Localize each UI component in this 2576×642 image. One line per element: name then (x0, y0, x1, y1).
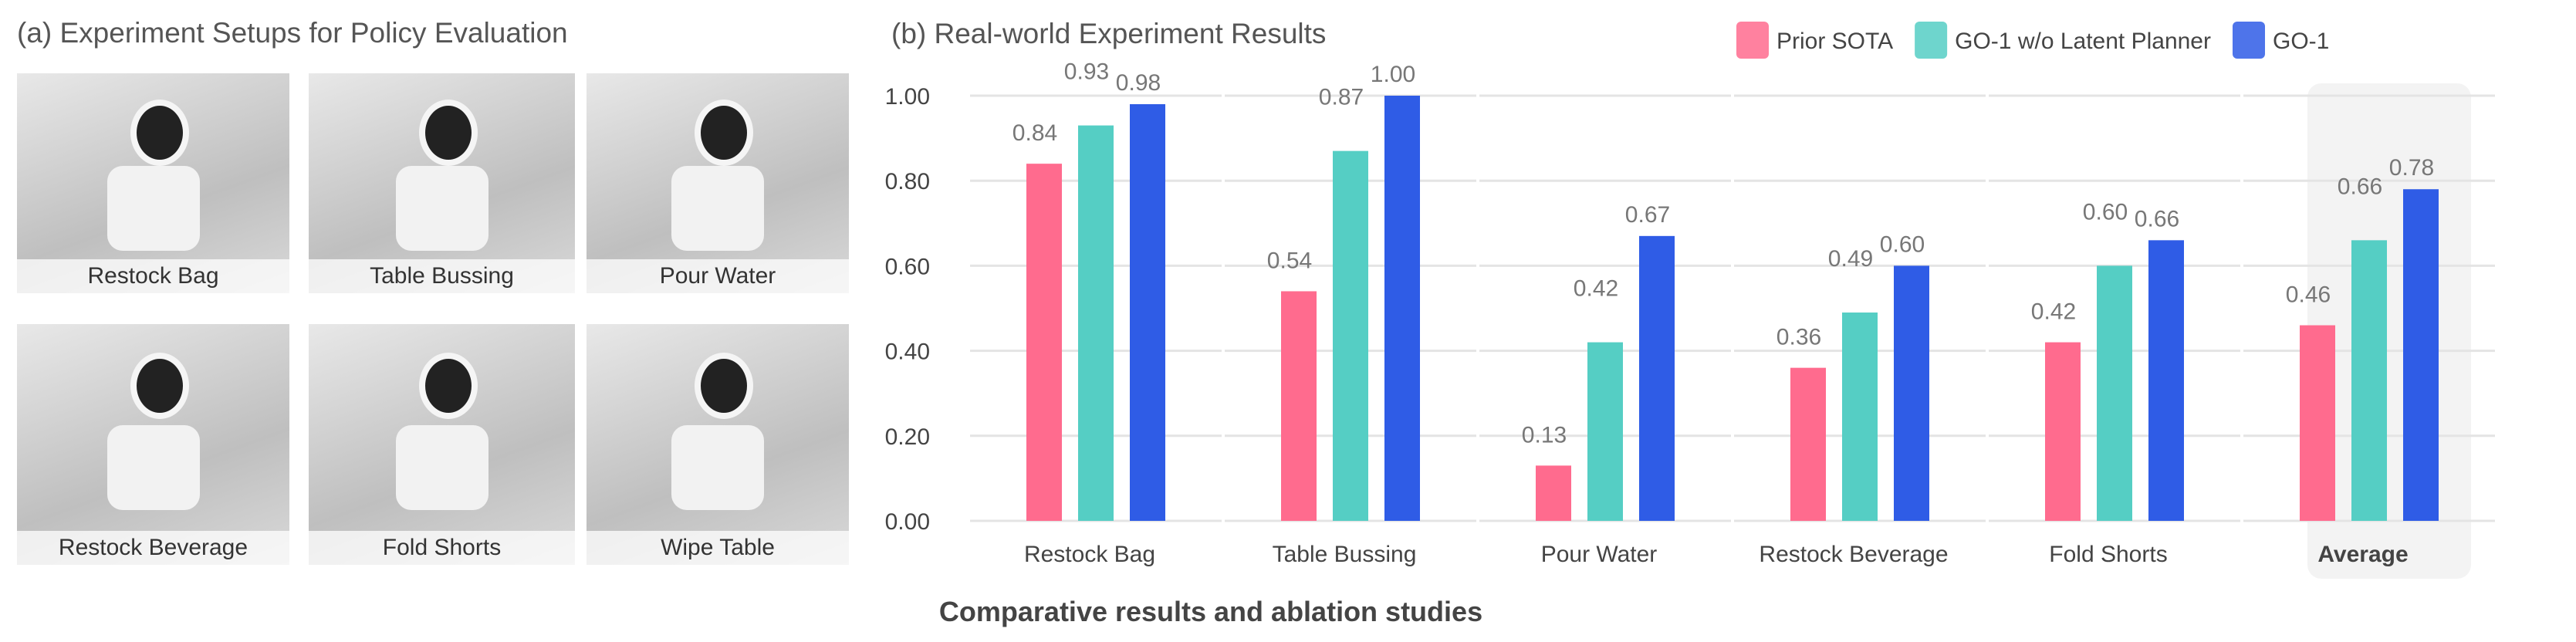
bar (1842, 313, 1878, 521)
legend-swatch (1736, 22, 1769, 59)
data-label: 0.84 (1012, 120, 1057, 146)
robot-body-image (395, 165, 488, 251)
setup-image: Fold Shorts (309, 324, 575, 565)
setup-image: Wipe Table (587, 324, 849, 565)
robot-head-image (418, 353, 478, 420)
data-label: 0.93 (1064, 59, 1109, 85)
bar (1639, 235, 1675, 521)
left-panel-title: (a) Experiment Setups for Policy Evaluat… (17, 17, 568, 49)
y-tick-label: 0.40 (885, 340, 930, 365)
data-label: 0.67 (1625, 202, 1670, 228)
data-label: 0.13 (1522, 422, 1567, 448)
data-label: 0.60 (2083, 199, 2128, 225)
legend-label: GO-1 (2273, 29, 2329, 54)
robot-body-image (671, 165, 764, 251)
x-tick-label: Pour Water (1541, 542, 1658, 567)
data-label: 0.66 (2338, 174, 2382, 199)
setup-image: Restock Bag (17, 73, 289, 293)
bar (1790, 367, 1826, 521)
bar (2351, 240, 2387, 521)
robot-body-image (106, 165, 200, 251)
data-label: 0.42 (1574, 276, 1618, 302)
y-tick-label: 0.20 (885, 424, 930, 450)
x-tick-label: Fold Shorts (2049, 542, 2167, 567)
setup-image-label: Restock Bag (17, 259, 289, 293)
data-label: 0.36 (1776, 325, 1821, 350)
bar (1536, 465, 1571, 521)
bar (1384, 96, 1420, 521)
y-tick-label: 0.80 (885, 169, 930, 194)
y-tick-label: 1.00 (885, 84, 930, 110)
bar (1026, 164, 1062, 521)
chart-title: (b) Real-world Experiment Results (891, 18, 1326, 49)
bar (2097, 265, 2132, 521)
bar (2148, 240, 2184, 521)
data-label: 0.46 (2286, 282, 2331, 308)
figure-caption: Comparative results and ablation studies (0, 596, 2576, 628)
robot-head-image (130, 353, 189, 420)
y-tick-label: 0.00 (885, 509, 930, 535)
data-label: 0.78 (2389, 155, 2434, 181)
legend-swatch (2233, 22, 2265, 59)
data-label: 0.49 (1828, 246, 1873, 272)
bar (1587, 342, 1623, 521)
data-label: 0.66 (2135, 206, 2179, 231)
bar (2300, 325, 2335, 521)
setup-image-label: Restock Beverage (17, 531, 289, 565)
bar (1894, 265, 1929, 521)
bar (2045, 342, 2081, 521)
setup-image-label: Pour Water (587, 259, 849, 293)
x-tick-label: Average (2317, 542, 2408, 567)
legend-swatch (1915, 22, 1948, 59)
data-label: 0.87 (1319, 85, 1364, 110)
bar (1281, 291, 1317, 521)
data-label: 1.00 (1371, 62, 1415, 87)
data-label: 0.54 (1267, 248, 1312, 273)
x-tick-label: Restock Beverage (1759, 542, 1948, 567)
robot-head-image (130, 100, 189, 167)
bar (1333, 150, 1368, 521)
setup-image: Table Bussing (309, 73, 575, 293)
bar (1130, 104, 1165, 521)
legend-label: Prior SOTA (1776, 29, 1893, 54)
setup-image-label: Fold Shorts (309, 531, 575, 565)
robot-head-image (418, 100, 478, 167)
robot-body-image (395, 425, 488, 511)
setup-image: Restock Beverage (17, 324, 289, 565)
caption-text: Comparative results and ablation studies (938, 596, 1483, 627)
robot-body-image (671, 425, 764, 511)
setup-image: Pour Water (587, 73, 849, 293)
data-label: 0.60 (1880, 231, 1925, 257)
setup-image-label: Wipe Table (587, 531, 849, 565)
robot-head-image (695, 100, 753, 167)
robot-body-image (106, 425, 200, 511)
x-tick-label: Restock Bag (1024, 542, 1155, 567)
legend-label: GO-1 w/o Latent Planner (1955, 29, 2211, 54)
x-tick-label: Table Bussing (1273, 542, 1417, 567)
data-label: 0.42 (2031, 299, 2076, 325)
robot-head-image (695, 353, 753, 420)
setup-image-label: Table Bussing (309, 259, 575, 293)
bar (2403, 189, 2439, 521)
y-tick-label: 0.60 (885, 254, 930, 279)
bar (1078, 125, 1114, 521)
data-label: 0.98 (1116, 70, 1161, 96)
